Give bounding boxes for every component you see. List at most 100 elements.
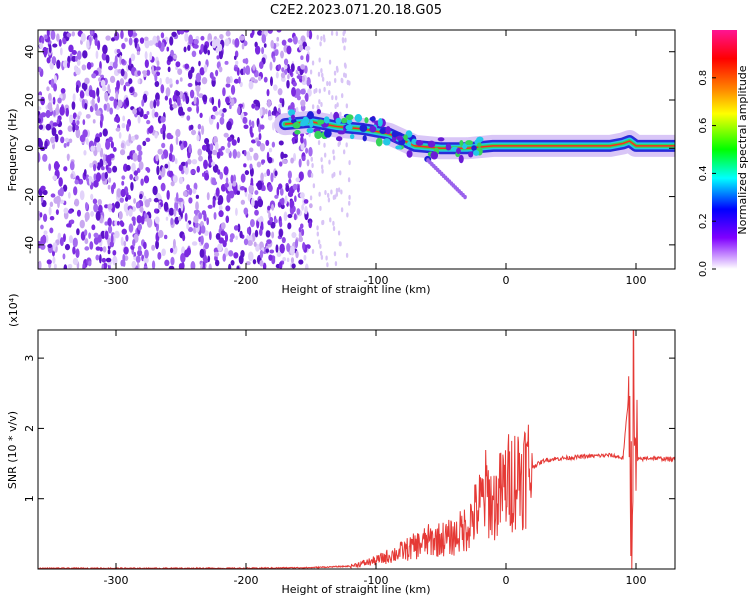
noise-point: [207, 49, 211, 56]
noise-point: [207, 204, 213, 209]
noise-point: [47, 102, 53, 110]
noise-point: [89, 30, 94, 35]
noise-point: [52, 122, 58, 127]
noise-point: [176, 97, 181, 106]
noise-point: [101, 263, 105, 269]
noise-point-faint: [341, 78, 344, 84]
noise-point: [120, 188, 126, 198]
noise-point-faint: [319, 243, 322, 249]
ridge-tail-point: [463, 194, 467, 200]
noise-point-faint: [323, 86, 326, 92]
noise-point: [138, 150, 143, 157]
noise-point: [274, 170, 278, 177]
noise-point: [191, 241, 198, 246]
noise-point: [53, 75, 58, 84]
noise-point: [295, 106, 299, 114]
noise-point: [217, 243, 223, 252]
noise-point: [267, 156, 273, 164]
noise-point: [39, 212, 43, 218]
noise-point: [262, 185, 266, 192]
noise-point: [250, 132, 254, 138]
noise-point: [170, 217, 174, 226]
noise-point: [112, 249, 117, 256]
noise-point: [201, 125, 205, 135]
noise-point: [154, 73, 158, 82]
noise-point-faint: [311, 60, 315, 66]
noise-point: [136, 167, 141, 174]
noise-point: [276, 30, 282, 33]
noise-point: [99, 158, 104, 167]
noise-point: [163, 201, 169, 212]
noise-point: [68, 44, 74, 53]
noise-point: [300, 64, 306, 70]
noise-point: [248, 251, 254, 262]
noise-point: [83, 229, 88, 236]
noise-point: [200, 35, 205, 41]
ridge-blob: [346, 119, 353, 124]
noise-point: [123, 240, 127, 247]
noise-point: [120, 68, 125, 77]
noise-point: [137, 154, 142, 163]
noise-point: [82, 50, 88, 59]
noise-point: [303, 254, 307, 261]
noise-point: [259, 259, 264, 267]
ridge-blob: [345, 114, 354, 121]
noise-point: [211, 149, 218, 156]
noise-point-faint: [316, 231, 319, 237]
snr-xtick-label: -100: [364, 574, 389, 587]
noise-point: [295, 88, 301, 97]
noise-point: [131, 260, 137, 269]
noise-point: [188, 188, 193, 196]
noise-point-faint: [340, 189, 343, 195]
noise-point: [95, 254, 100, 261]
noise-point: [41, 234, 47, 245]
noise-point: [271, 141, 276, 148]
noise-point: [114, 230, 120, 239]
noise-point: [105, 54, 110, 64]
noise-point: [115, 127, 121, 132]
noise-point: [262, 262, 267, 269]
noise-point: [250, 139, 257, 144]
noise-point: [144, 51, 148, 60]
noise-point: [121, 42, 126, 50]
ridge-blob: [341, 117, 348, 124]
noise-point: [161, 142, 166, 149]
ridge-blob: [415, 140, 424, 146]
noise-point: [63, 166, 68, 172]
ridge-blob: [316, 108, 322, 115]
noise-point: [229, 233, 235, 240]
noise-point: [107, 203, 113, 210]
noise-point: [190, 129, 197, 136]
noise-point: [188, 34, 194, 45]
noise-point-faint: [340, 93, 344, 99]
noise-point: [218, 43, 223, 52]
noise-point: [269, 216, 274, 223]
noise-point: [104, 171, 108, 179]
noise-point: [202, 94, 208, 103]
noise-point: [239, 35, 245, 41]
noise-point: [308, 203, 313, 209]
noise-point: [299, 223, 304, 229]
ridge-blob: [430, 151, 439, 160]
noise-point: [179, 77, 183, 82]
noise-point: [40, 96, 46, 106]
noise-point: [296, 185, 300, 193]
ridge-blob: [362, 135, 367, 142]
noise-point: [166, 189, 170, 200]
noise-point: [245, 65, 251, 76]
noise-point: [295, 250, 299, 259]
noise-point: [77, 111, 82, 117]
noise-point: [94, 37, 98, 46]
noise-point: [104, 91, 109, 102]
colorbar-tick-label: 0.8: [698, 70, 709, 86]
noise-point: [215, 187, 220, 197]
noise-point-faint: [348, 80, 351, 86]
noise-point: [273, 84, 278, 91]
noise-point: [45, 109, 51, 119]
noise-point: [242, 116, 248, 124]
noise-point: [94, 103, 98, 112]
ridge-blob: [459, 140, 464, 146]
noise-point: [121, 180, 125, 186]
noise-point: [119, 197, 124, 203]
noise-point: [125, 97, 129, 106]
